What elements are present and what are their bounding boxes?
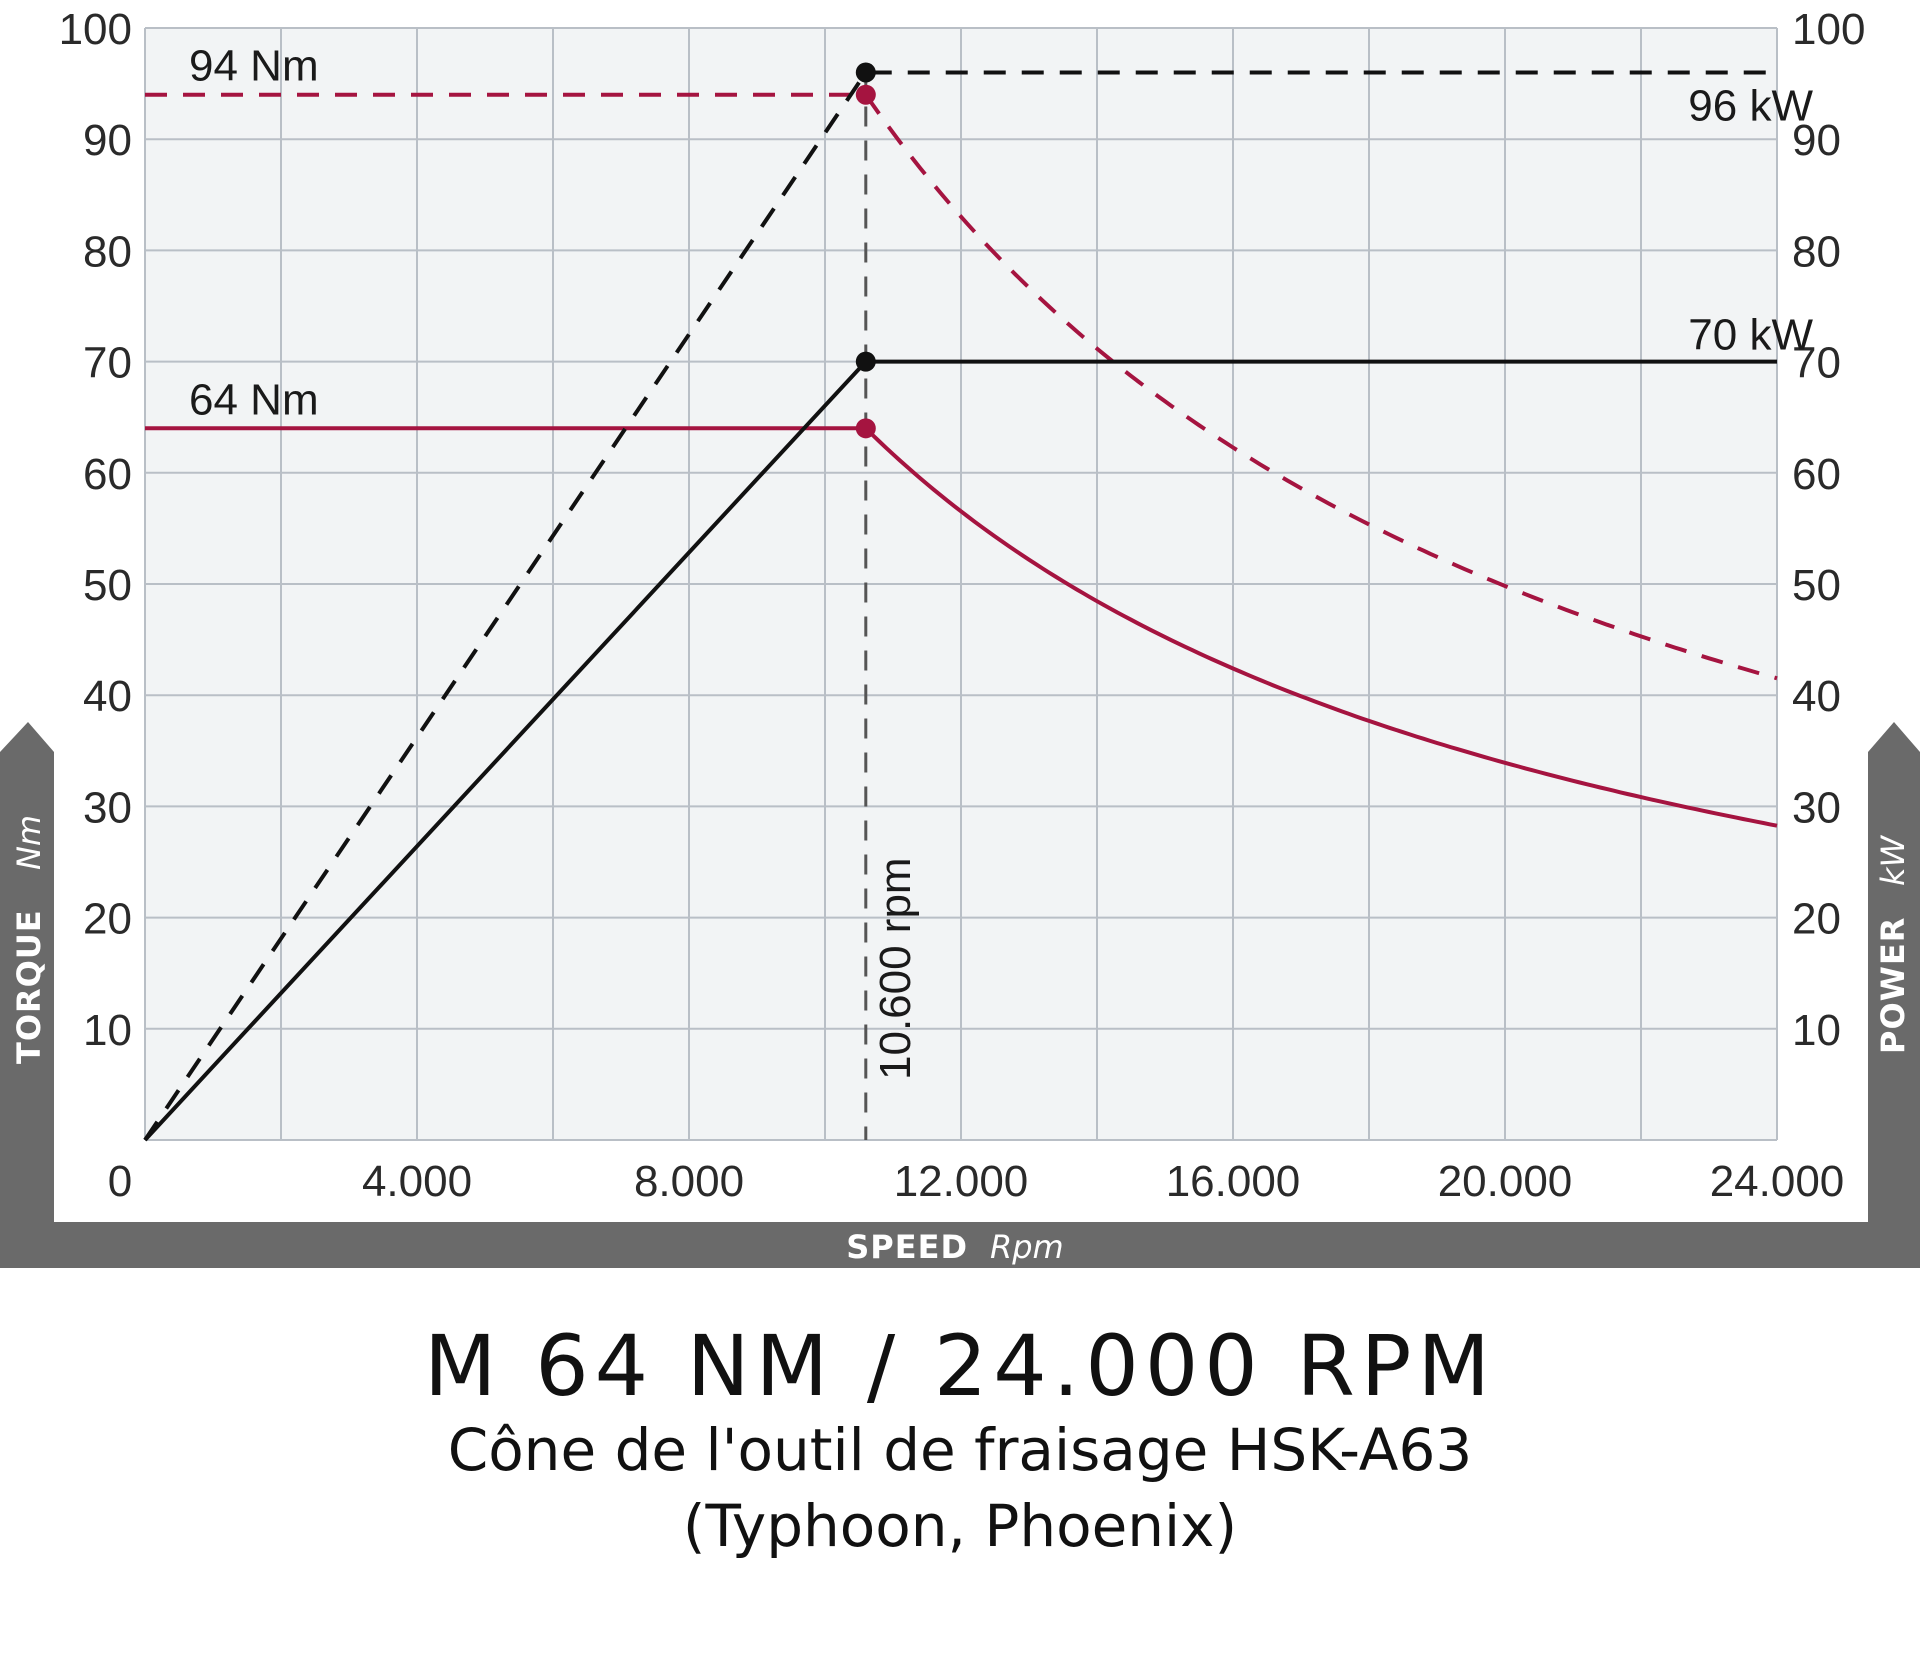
- y-tick-label-right: 40: [1792, 672, 1841, 721]
- power-axis-unit: kW: [1874, 834, 1912, 886]
- power-axis-band: [1868, 722, 1920, 1222]
- chart-subtitle-line-2: (Typhoon, Phoenix): [682, 1492, 1238, 1560]
- tick-labels: 0 4.000 8.000 12.000 16.000 20.000 24.000 10 10 2…: [59, 5, 1866, 1206]
- y-tick-label-left: 20: [83, 895, 132, 944]
- y-tick-label-left: 100: [59, 5, 132, 54]
- y-tick-label-left: 60: [83, 450, 132, 499]
- annotations: 94 Nm 64 Nm 96 kW 70 kW 10.600 rpm: [189, 42, 1813, 1080]
- y-tick-label-right: 50: [1792, 561, 1841, 610]
- torque-peak-point: [855, 84, 876, 105]
- x-tick-label: 4.000: [362, 1157, 472, 1206]
- annotation-label: 94 Nm: [189, 42, 319, 91]
- power-axis-label: POWER: [1874, 917, 1912, 1054]
- y-tick-label-right: 80: [1792, 227, 1841, 276]
- y-tick-label-right: 30: [1792, 783, 1841, 832]
- speed-axis-unit: Rpm: [990, 1228, 1064, 1266]
- series-torque-peak-line: [145, 92, 1778, 681]
- y-tick-label-right: 10: [1792, 1006, 1841, 1055]
- power-peak-point: [855, 62, 876, 83]
- x-tick-label: 0: [108, 1157, 132, 1206]
- y-tick-label-left: 80: [83, 227, 132, 276]
- key-points: [855, 62, 876, 439]
- y-tick-label-left: 10: [83, 1006, 132, 1055]
- annotation-label: 96 kW: [1688, 81, 1813, 130]
- x-tick-label: 8.000: [634, 1157, 744, 1206]
- x-tick-label: 12.000: [894, 1157, 1029, 1206]
- torque-axis-band: [0, 722, 54, 1222]
- x-tick-label: 16.000: [1166, 1157, 1301, 1206]
- y-tick-label-left: 90: [83, 116, 132, 165]
- speed-axis-band: [0, 1222, 1920, 1268]
- y-tick-label-left: 50: [83, 561, 132, 610]
- series-power-peak-line: [143, 70, 1777, 1142]
- torque-axis-label: TORQUE: [10, 909, 48, 1064]
- y-tick-label-right: 20: [1792, 895, 1841, 944]
- chart-title: M 64 NM / 24.000 RPM: [424, 1317, 1496, 1415]
- y-tick-label-right: 70: [1792, 339, 1841, 388]
- grid: [144, 27, 1778, 1141]
- series-torque-base-line: [145, 426, 1778, 828]
- base-speed-label: 10.600 rpm: [871, 857, 920, 1080]
- annotation-label: 70 kW: [1688, 311, 1813, 360]
- x-tick-label: 20.000: [1438, 1157, 1573, 1206]
- y-tick-label-right: 100: [1792, 5, 1865, 54]
- y-tick-label-right: 60: [1792, 450, 1841, 499]
- torque-continuous-point: [855, 418, 876, 439]
- y-tick-label-left: 30: [83, 783, 132, 832]
- torque-power-chart: TORQUE Nm POWER kW SPEED Rpm 0 4.000 8.000…: [0, 5, 1920, 1268]
- speed-axis-label: SPEED: [846, 1228, 968, 1266]
- chart-subtitle-line-1: Cône de l'outil de fraisage HSK-A63: [447, 1416, 1473, 1484]
- y-tick-label-right: 90: [1792, 116, 1841, 165]
- y-tick-label-left: 40: [83, 672, 132, 721]
- x-tick-label: 24.000: [1710, 1157, 1845, 1206]
- power-continuous-point: [855, 351, 876, 372]
- y-tick-label-left: 70: [83, 339, 132, 388]
- annotation-label: 64 Nm: [189, 375, 319, 424]
- torque-axis-unit: Nm: [10, 815, 48, 870]
